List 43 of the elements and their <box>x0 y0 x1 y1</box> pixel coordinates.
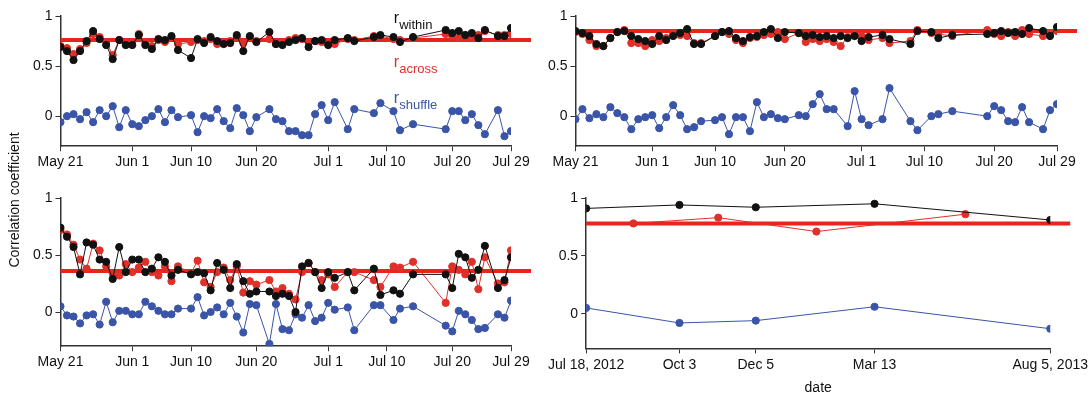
x-tick-label: Jul 10 <box>368 353 406 370</box>
x-tick-label: Jun 20 <box>763 153 807 170</box>
x-tick-label: Aug 5, 2013 <box>1012 355 1089 372</box>
x-tick-label: May 21 <box>552 153 599 170</box>
y-axis-title: Correlation coefficient <box>6 132 22 268</box>
x-tick-label: Jun 10 <box>694 153 737 170</box>
x-tick-label: Jun 1 <box>115 153 150 170</box>
x-tick-label: Jul 29 <box>492 153 530 170</box>
x-tick-label: Jul 20 <box>433 153 472 170</box>
y-tick-label: 0.5 <box>32 56 53 73</box>
x-tick-label: Jun 20 <box>235 153 278 170</box>
x-tick-label: Jul 10 <box>368 153 406 170</box>
x-tick-label: May 21 <box>37 153 84 170</box>
x-tick-label: Jun 10 <box>170 153 213 170</box>
x-tick-label: Jun 1 <box>635 153 670 170</box>
x-tick-label: Mar 13 <box>852 355 897 372</box>
x-tick-label: Jul 29 <box>492 353 530 370</box>
y-tick-label: 1 <box>570 188 579 205</box>
x-tick-label: Jul 1 <box>846 153 877 170</box>
y-tick-label: 0 <box>559 107 568 124</box>
x-tick-label: May 21 <box>37 353 84 370</box>
x-tick-label: Jul 20 <box>433 353 472 370</box>
x-tick-label: Jul 20 <box>975 153 1014 170</box>
x-tick-label: Dec 5 <box>737 355 775 372</box>
y-tick-label: 0 <box>44 107 53 124</box>
y-tick-label: 0.5 <box>558 246 579 263</box>
x-tick-label: Jul 1 <box>313 353 344 370</box>
x-tick-label: Jul 1 <box>313 153 344 170</box>
y-tick-label: 1 <box>44 188 53 205</box>
x-tick-label: Jun 1 <box>115 353 150 370</box>
y-tick-label: 1 <box>559 6 568 23</box>
x-tick-label: Jul 18, 2012 <box>547 355 625 372</box>
y-tick-label: 0.5 <box>547 56 568 73</box>
x-tick-label: Jul 29 <box>1038 153 1076 170</box>
y-tick-label: 0 <box>44 302 53 319</box>
y-tick-label: 1 <box>44 6 53 23</box>
x-tick-label: Jul 10 <box>905 153 944 170</box>
y-tick-label: 0 <box>570 304 579 321</box>
x-tick-label: Oct 3 <box>662 355 697 372</box>
y-tick-label: 0.5 <box>32 245 53 262</box>
x-axis-title: date <box>804 379 833 396</box>
x-tick-label: Jun 10 <box>170 353 213 370</box>
x-tick-label: Jun 20 <box>235 353 278 370</box>
